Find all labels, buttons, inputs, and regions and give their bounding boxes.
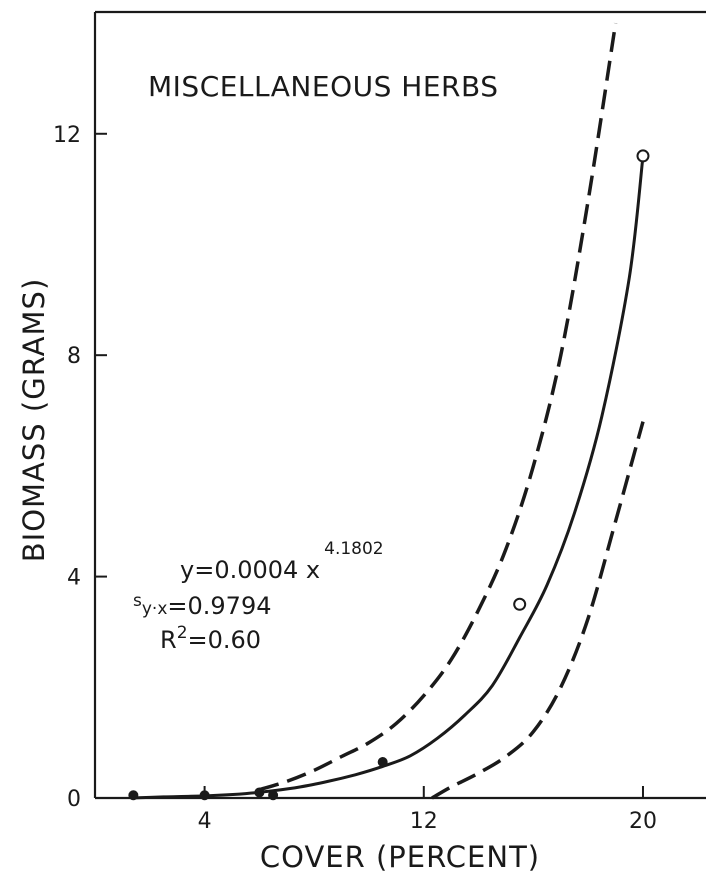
x-tick-label: 12 [410, 809, 438, 834]
y-tick-label: 4 [67, 566, 81, 591]
y-tick-label: 12 [53, 123, 81, 148]
lower-confidence-curve [431, 421, 645, 800]
points-group [128, 149, 650, 801]
std-error-value: =0.9794 [167, 592, 271, 620]
regression-curve [130, 155, 645, 800]
data-point [268, 790, 279, 801]
data-point [513, 597, 527, 611]
tick-group: 4 12 20 0 4 8 12 [53, 123, 657, 834]
upper-confidence-curve [258, 22, 618, 792]
x-tick-label: 20 [629, 809, 657, 834]
data-point [199, 790, 210, 801]
plot-frame [93, 10, 706, 800]
std-error-subscript: y·x [142, 599, 168, 619]
series-group [130, 22, 645, 800]
data-point [636, 149, 650, 163]
r-squared-value: =0.60 [188, 626, 262, 654]
data-point [128, 790, 139, 801]
equation-line-2: sy·x=0.9794 [133, 591, 271, 620]
x-tick-label: 4 [198, 809, 212, 834]
y-tick-label: 8 [67, 344, 81, 369]
regression-equation: y=0.0004 x4.1802 sy·x=0.9794 R2=0.60 [133, 539, 384, 654]
y-tick-label: 0 [67, 787, 81, 812]
r-squared-exponent: 2 [177, 623, 188, 643]
equation-main: y=0.0004 x [180, 556, 320, 584]
y-axis-title: BIOMASS (GRAMS) [17, 278, 51, 563]
chart-title: MISCELLANEOUS HERBS [148, 70, 498, 103]
equation-exponent: 4.1802 [324, 539, 383, 559]
equation-line-1: y=0.0004 x4.1802 [180, 539, 384, 584]
x-axis-title: COVER (PERCENT) [260, 840, 540, 874]
equation-line-3: R2=0.60 [160, 623, 261, 654]
std-error-symbol: s [133, 591, 142, 611]
data-point [377, 757, 388, 768]
r-squared-symbol: R [160, 626, 177, 654]
data-point [254, 787, 265, 798]
